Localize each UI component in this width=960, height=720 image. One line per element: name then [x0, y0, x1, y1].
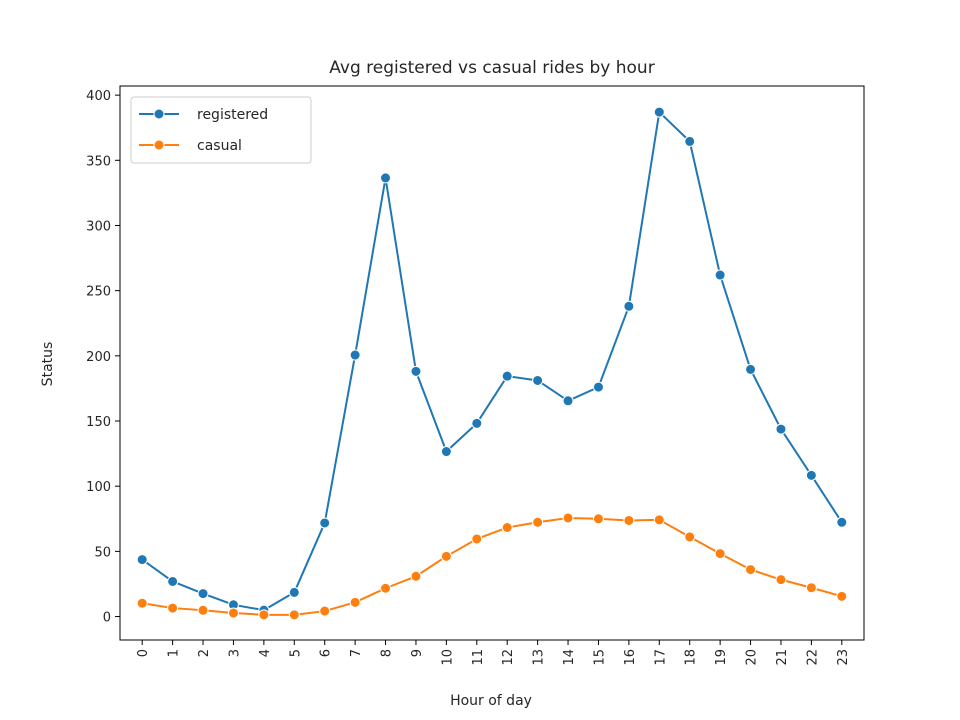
legend-marker-registered: [153, 108, 165, 120]
y-tick-label: 350: [86, 154, 111, 169]
data-point-registered: [319, 517, 331, 529]
data-point-casual: [562, 512, 574, 524]
data-point-registered: [501, 370, 513, 382]
x-tick-label: 12: [501, 649, 516, 666]
data-point-casual: [227, 607, 239, 619]
data-point-casual: [258, 609, 270, 621]
y-tick-label: 150: [86, 415, 111, 430]
data-point-registered: [471, 417, 483, 429]
data-point-registered: [714, 269, 726, 281]
plot-frame: [119, 85, 865, 641]
data-point-casual: [714, 548, 726, 560]
data-point-casual: [167, 602, 179, 614]
x-tick-label: 5: [288, 649, 303, 657]
data-point-casual: [653, 514, 665, 526]
data-point-casual: [836, 590, 848, 602]
x-tick-label: 14: [562, 649, 577, 666]
data-point-registered: [380, 172, 392, 184]
x-tick-label: 10: [440, 649, 455, 666]
data-point-registered: [410, 365, 422, 377]
legend: registered casual: [130, 96, 312, 164]
x-tick-label: 0: [136, 649, 151, 657]
x-tick-label: 6: [319, 649, 334, 657]
x-tick-label: 9: [410, 649, 425, 657]
y-axis-ticks: 0 50 100 150 200 250 300 350 400: [86, 89, 120, 626]
data-point-casual: [349, 596, 361, 608]
x-tick-label: 7: [349, 649, 364, 657]
x-tick-label: 15: [592, 649, 607, 666]
data-point-registered: [623, 300, 635, 312]
y-tick-label: 400: [86, 89, 111, 104]
legend-label-registered: registered: [197, 107, 268, 123]
x-tick-label: 19: [714, 649, 729, 666]
data-point-casual: [380, 582, 392, 594]
data-point-registered: [562, 395, 574, 407]
x-tick-label: 1: [167, 649, 182, 657]
data-point-casual: [592, 513, 604, 525]
x-tick-label: 4: [258, 649, 273, 657]
data-point-registered: [745, 363, 757, 375]
data-point-casual: [745, 564, 757, 576]
data-point-registered: [775, 423, 787, 435]
y-tick-label: 200: [86, 350, 111, 365]
data-point-registered: [288, 586, 300, 598]
data-point-casual: [775, 574, 787, 586]
data-point-casual: [805, 582, 817, 594]
data-point-registered: [684, 135, 696, 147]
data-point-casual: [288, 609, 300, 621]
data-point-casual: [532, 516, 544, 528]
data-point-casual: [319, 605, 331, 617]
data-point-casual: [410, 570, 422, 582]
legend-marker-casual: [153, 139, 165, 151]
x-tick-label: 17: [653, 649, 668, 666]
data-point-registered: [592, 381, 604, 393]
y-tick-label: 50: [94, 545, 111, 560]
data-point-registered: [836, 516, 848, 528]
series-casual: [136, 512, 848, 621]
x-tick-label: 18: [684, 649, 699, 666]
x-tick-label: 23: [836, 649, 851, 666]
data-point-casual: [440, 550, 452, 562]
x-tick-label: 11: [471, 649, 486, 666]
data-point-casual: [136, 597, 148, 609]
data-point-registered: [167, 575, 179, 587]
data-point-casual: [197, 604, 209, 616]
x-tick-label: 8: [380, 649, 395, 657]
chart-title: Avg registered vs casual rides by hour: [329, 58, 654, 78]
x-tick-label: 20: [745, 649, 760, 666]
data-point-registered: [805, 469, 817, 481]
data-point-registered: [197, 588, 209, 600]
x-tick-label: 3: [227, 649, 242, 657]
y-tick-label: 250: [86, 285, 111, 300]
x-tick-label: 16: [623, 649, 638, 666]
data-point-casual: [623, 514, 635, 526]
data-point-casual: [684, 531, 696, 543]
data-point-registered: [136, 554, 148, 566]
series-registered: [136, 106, 848, 616]
y-axis-label: Status: [40, 342, 56, 387]
x-tick-label: 21: [775, 649, 790, 666]
x-tick-label: 13: [532, 649, 547, 666]
x-tick-label: 22: [805, 649, 820, 666]
data-point-registered: [440, 446, 452, 458]
x-axis-ticks: 0 1 2 3 4 5 6 7 8 9 10 11 12 13 14 15 16 17 18 19 20 21 22 23: [136, 640, 851, 666]
y-tick-label: 300: [86, 219, 111, 234]
y-tick-label: 100: [86, 480, 111, 495]
x-tick-label: 2: [197, 649, 212, 657]
y-tick-label: 0: [103, 611, 111, 626]
data-point-registered: [653, 106, 665, 118]
x-axis-label: Hour of day: [450, 693, 532, 709]
data-point-registered: [349, 349, 361, 361]
series-layer: [136, 106, 848, 621]
data-point-casual: [471, 533, 483, 545]
data-point-casual: [501, 522, 513, 534]
data-point-registered: [532, 374, 544, 386]
legend-label-casual: casual: [197, 138, 242, 154]
